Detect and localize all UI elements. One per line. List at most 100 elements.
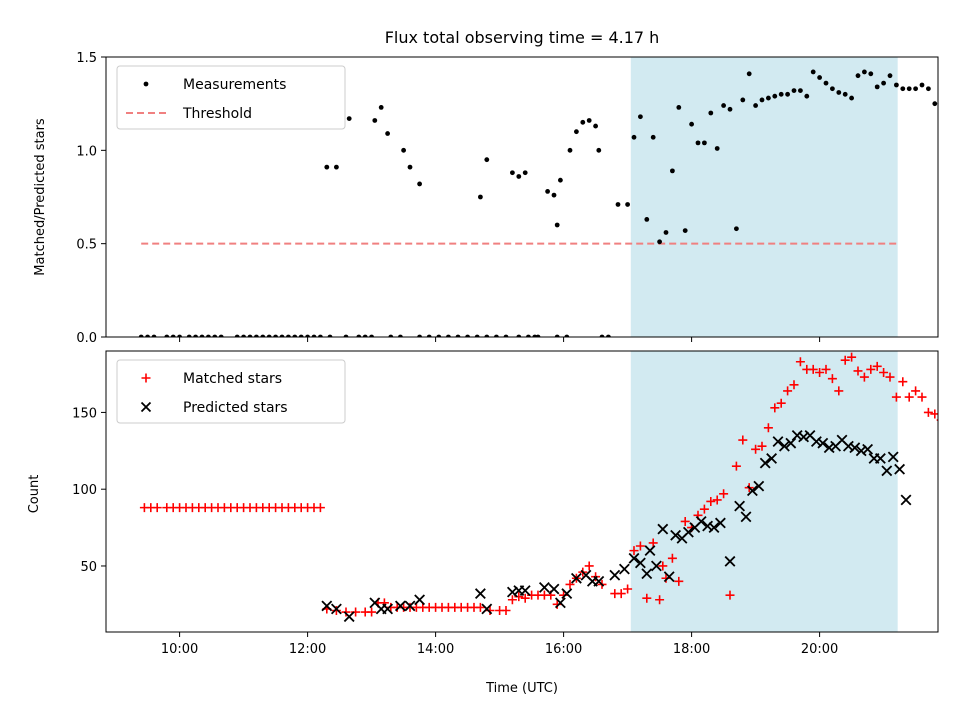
top-y-tick-label: 1.0	[76, 144, 97, 159]
measurement-point	[734, 226, 739, 232]
measurement-point	[670, 168, 675, 174]
matched-star-marker	[808, 364, 818, 374]
measurement-point	[186, 334, 192, 337]
measurement-point	[522, 170, 528, 176]
measurement-point	[580, 119, 586, 125]
bottom-y-tick-label: 100	[72, 483, 97, 498]
bottom-y-tick-label: 150	[72, 406, 97, 421]
x-tick-label: 18:00	[673, 642, 710, 657]
bottom-y-tick-label: 50	[80, 560, 97, 575]
measurement-point	[906, 86, 912, 92]
matched-star-marker	[655, 595, 665, 605]
bottom-legend-label: Predicted stars	[183, 400, 288, 416]
measurement-point	[455, 334, 461, 337]
measurement-point	[385, 131, 390, 136]
measurement-point	[868, 71, 874, 77]
measurement-point	[727, 106, 733, 112]
matched-star-marker	[757, 441, 767, 451]
measurement-point	[836, 90, 842, 95]
measurement-point	[708, 110, 714, 116]
measurement-point	[945, 83, 950, 88]
matched-star-marker	[706, 496, 716, 506]
measurement-point	[247, 334, 253, 337]
measurement-point	[398, 334, 403, 337]
predicted-star-marker	[554, 597, 566, 609]
measurement-point	[564, 334, 570, 337]
measurement-point	[887, 73, 893, 79]
predicted-star-marker	[404, 600, 416, 612]
predicted-star-marker	[746, 485, 758, 497]
top-data-layer	[138, 69, 950, 337]
measurement-point	[759, 97, 765, 103]
matched-star-marker	[751, 444, 761, 454]
matched-star-marker	[331, 606, 341, 616]
measurement-point	[791, 88, 797, 93]
measurement-point	[545, 189, 550, 194]
measurement-point	[721, 103, 726, 108]
measurement-point	[474, 334, 480, 337]
measurement-point	[798, 88, 803, 93]
predicted-star-marker	[772, 436, 784, 448]
measurement-point	[478, 194, 483, 200]
predicted-star-marker	[766, 453, 778, 464]
matched-star-marker	[667, 553, 677, 563]
measurement-point	[874, 84, 880, 90]
measurement-point	[625, 202, 630, 207]
measurement-point	[516, 334, 522, 337]
predicted-star-marker	[657, 523, 669, 535]
predicted-star-marker	[900, 494, 912, 506]
measurement-point	[305, 334, 310, 337]
matched-star-marker	[731, 461, 741, 471]
matched-star-marker	[783, 386, 793, 396]
measurement-point	[266, 334, 272, 337]
matched-star-marker	[485, 606, 495, 616]
matched-star-marker	[712, 495, 722, 505]
predicted-star-marker	[548, 583, 560, 595]
measurement-point	[823, 80, 829, 86]
matched-star-marker	[629, 546, 639, 556]
matched-star-marker	[917, 392, 927, 402]
measurement-point	[206, 334, 211, 337]
x-tick-label: 12:00	[289, 642, 326, 657]
top-legend-label: Measurements	[183, 77, 286, 93]
measurement-point	[260, 334, 266, 337]
x-tick-label: 10:00	[161, 642, 198, 657]
predicted-star-marker	[663, 571, 675, 583]
measurement-point	[273, 334, 278, 337]
measurement-point	[292, 334, 298, 337]
predicted-star-marker	[481, 603, 493, 615]
measurement-point	[913, 86, 918, 92]
matched-star-marker	[770, 403, 780, 413]
matched-star-marker	[520, 593, 530, 603]
predicted-star-marker	[519, 585, 531, 596]
matched-star-marker	[507, 595, 517, 605]
measurement-point	[286, 334, 291, 337]
measurement-point	[138, 334, 144, 337]
matched-star-marker	[866, 364, 876, 374]
matched-star-marker	[658, 561, 668, 571]
measurement-point	[810, 69, 816, 75]
measurement-point	[695, 140, 701, 146]
measurement-point	[593, 123, 598, 129]
matched-star-marker	[559, 590, 569, 600]
predicted-star-marker	[887, 451, 899, 463]
measurement-point	[426, 334, 432, 337]
predicted-star-marker	[343, 611, 355, 623]
top-highlight-span	[630, 57, 898, 337]
measurement-point	[746, 71, 752, 77]
top-y-tick-label: 0.0	[76, 331, 97, 346]
measurement-point	[535, 334, 541, 337]
measurement-point	[484, 334, 490, 337]
measurement-point	[254, 334, 259, 337]
predicted-star-marker	[561, 588, 573, 600]
predicted-star-marker	[702, 520, 714, 532]
matched-star-marker	[341, 607, 351, 617]
predicted-star-marker	[650, 560, 662, 572]
measurement-point	[862, 69, 867, 75]
predicted-star-marker	[734, 500, 746, 512]
measurement-point	[465, 334, 470, 337]
predicted-star-marker	[724, 555, 736, 567]
matched-star-marker	[815, 367, 825, 377]
measurement-point	[574, 129, 579, 135]
predicted-star-marker	[695, 516, 707, 527]
